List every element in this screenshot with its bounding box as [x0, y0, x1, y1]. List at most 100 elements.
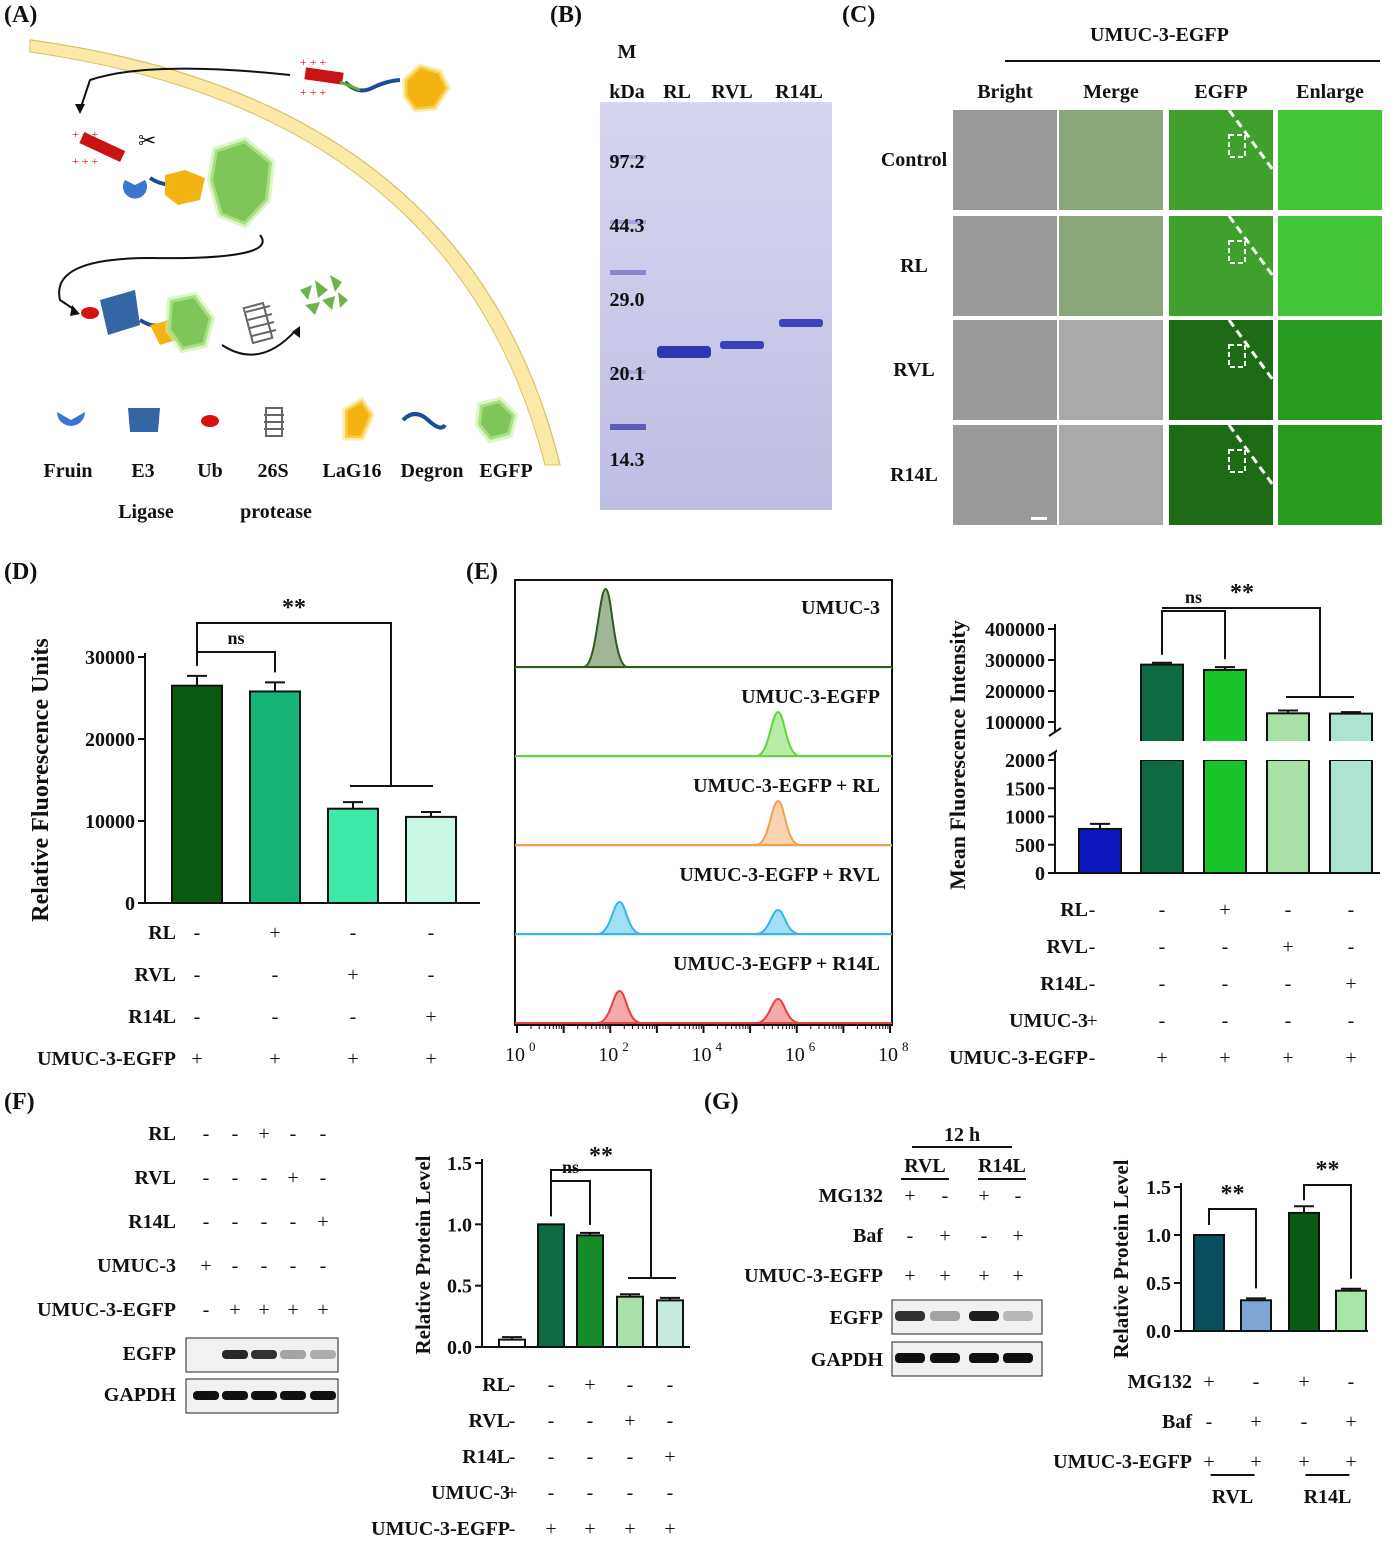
- condition-sign: -: [1285, 899, 1292, 921]
- axis-break-mark: [1048, 727, 1062, 737]
- main-bracket: [1162, 607, 1321, 697]
- blot-sign: -: [320, 1255, 327, 1277]
- y-tick-label: 0: [1035, 863, 1045, 885]
- blot-condition-label: RVL: [134, 1167, 176, 1189]
- panel-f: (F) RL - - + - - RVL - - - + - R14L - - - - + UMUC-3 + - - - - U…: [0, 1085, 700, 1540]
- condition-sign: -: [548, 1374, 555, 1396]
- panel-a: (A) + + + + + + + + + + + + ✂: [0, 0, 580, 540]
- panel-e-histograms: UMUC-3 UMUC-3-EGFP UMUC-3-EGFP + RL UMUC-3-…: [505, 579, 909, 1066]
- significance-label: ns: [562, 1157, 579, 1177]
- zoom-region-box: [1228, 134, 1246, 158]
- bar-lower: [1329, 759, 1373, 874]
- panel-g-label: (G): [704, 1089, 739, 1115]
- condition-sign: -: [587, 1482, 594, 1504]
- condition-sign: +: [1345, 1047, 1356, 1069]
- condition-sign: -: [1285, 973, 1292, 995]
- zoom-region-box: [1228, 240, 1246, 264]
- axis-break-gap: [1057, 741, 1387, 760]
- blot-sign: +: [939, 1225, 950, 1247]
- condition-sign: +: [269, 1048, 280, 1070]
- y-tick-label: 1.0: [447, 1214, 472, 1236]
- blot-band-label: GAPDH: [811, 1349, 884, 1371]
- micrograph-tile: [1278, 425, 1382, 525]
- significance-label: **: [1316, 1157, 1340, 1183]
- blot-sign: +: [978, 1265, 989, 1287]
- blot-band: [310, 1391, 336, 1400]
- proteasome: [242, 301, 277, 345]
- unit-label: kDa: [609, 81, 645, 103]
- bar: [537, 1223, 565, 1348]
- blot-condition-label: UMUC-3-EGFP: [37, 1299, 176, 1321]
- blot-sign: -: [203, 1299, 210, 1321]
- x-tick-exponent: 0: [529, 1039, 536, 1054]
- gel-lane-labels: RL RVL R14L: [663, 81, 823, 103]
- x-tick-label: 10: [785, 1044, 805, 1066]
- zoom-region-box: [1228, 344, 1246, 368]
- condition-label: R14L: [1040, 973, 1088, 995]
- y-tick-label: 0.5: [1146, 1273, 1171, 1295]
- condition-sign: -: [509, 1410, 516, 1432]
- sig-bracket-rvl: [1208, 1208, 1257, 1289]
- bar: [1078, 827, 1122, 874]
- e3-complex: [81, 290, 216, 354]
- condition-sign: -: [194, 964, 201, 986]
- lane-label: RVL: [711, 81, 753, 103]
- x-tick-exponent: 2: [622, 1039, 629, 1054]
- blot-sign: +: [258, 1123, 269, 1145]
- condition-sign: -: [1348, 899, 1355, 921]
- blot-sign: +: [1012, 1225, 1023, 1247]
- condition-label: UMUC-3: [431, 1482, 510, 1504]
- condition-sign: +: [1250, 1451, 1261, 1473]
- condition-sign: -: [1159, 936, 1166, 958]
- condition-sign: -: [1159, 973, 1166, 995]
- condition-label: RVL: [134, 964, 176, 986]
- panel-c-title-line: [1005, 60, 1380, 62]
- construct-cleaved: + + + + + + ✂: [72, 127, 276, 229]
- blot-sign: +: [287, 1167, 298, 1189]
- condition-sign: +: [1282, 1047, 1293, 1069]
- micrograph-tile: [953, 425, 1057, 525]
- y-tick-label: 400000: [985, 619, 1045, 641]
- panel-c-label: (C): [842, 2, 876, 28]
- svg-text:+ + +: + + +: [300, 55, 327, 69]
- legend-name: Ub: [197, 460, 223, 482]
- blot-sign: -: [290, 1123, 297, 1145]
- condition-sign: +: [347, 964, 358, 986]
- svg-text:+ + +: + + +: [300, 85, 327, 99]
- condition-label: R14L: [462, 1446, 510, 1468]
- condition-label: RL: [1060, 899, 1088, 921]
- condition-sign: -: [667, 1410, 674, 1432]
- blot-sign: -: [232, 1123, 239, 1145]
- blot-condition-label: RL: [148, 1123, 176, 1145]
- blot-sign: -: [232, 1167, 239, 1189]
- condition-sign: -: [627, 1482, 634, 1504]
- blot-band-label: GAPDH: [104, 1384, 177, 1406]
- y-tick-label: 1.5: [1146, 1177, 1171, 1199]
- blot-sign: +: [258, 1299, 269, 1321]
- panel-a-legend-text: Fruin E3 Ligase Ub 26S protease LaG16 Degron EGF…: [44, 460, 533, 523]
- condition-sign: -: [194, 922, 201, 944]
- legend-name: 26S: [257, 460, 288, 482]
- row-label: Control: [881, 149, 948, 171]
- panel-c-title: UMUC-3-EGFP: [1090, 24, 1229, 46]
- condition-sign: -: [1089, 1047, 1096, 1069]
- blot-condition-label: Baf: [853, 1225, 883, 1247]
- y-tick-label: 20000: [85, 729, 135, 751]
- micrograph-tile: [1059, 425, 1163, 525]
- x-tick-label: 10: [505, 1044, 525, 1066]
- micrograph-tile: [1169, 110, 1273, 210]
- x-tick-label: 10: [598, 1044, 618, 1066]
- ns-bracket: [550, 1180, 591, 1225]
- legend-name: EGFP: [479, 460, 532, 482]
- condition-sign: +: [191, 1048, 202, 1070]
- condition-sign: +: [425, 1048, 436, 1070]
- histogram-peak: [755, 908, 801, 935]
- blot-sign: +: [317, 1299, 328, 1321]
- blot-band: [222, 1350, 248, 1359]
- y-tick-label: 0.0: [447, 1337, 472, 1359]
- blot-sign: +: [317, 1211, 328, 1233]
- histogram-label: UMUC-3: [801, 597, 880, 619]
- significance-label: ns: [1185, 587, 1202, 607]
- panel-c: (C) UMUC-3-EGFP Bright Merge EGFP Enlarge Co…: [840, 0, 1400, 540]
- main-bracket: [550, 1169, 652, 1278]
